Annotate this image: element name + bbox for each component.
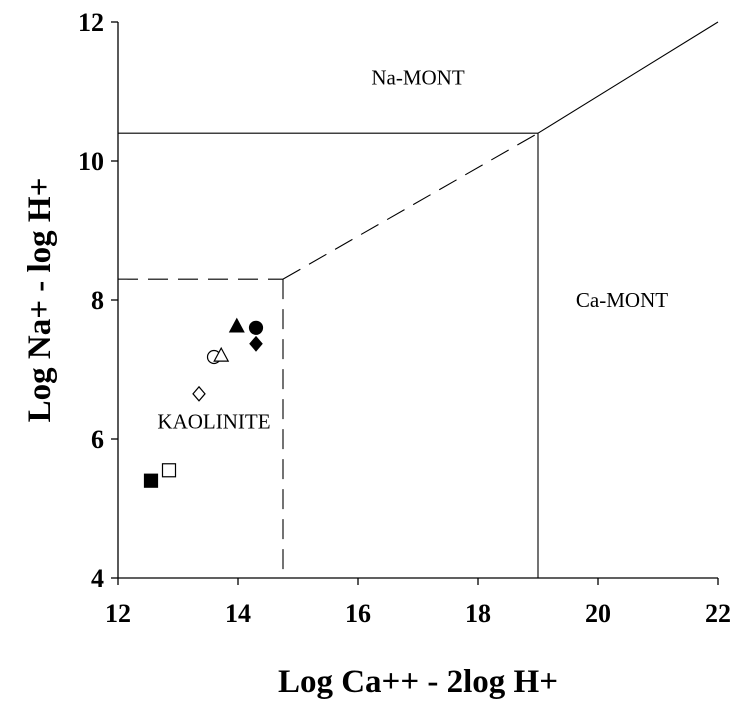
x-tick-label: 16: [345, 599, 371, 628]
x-tick-label: 22: [705, 599, 731, 628]
open-square-marker: [161, 463, 177, 478]
filled-diamond-marker: [249, 335, 263, 352]
x-tick-label: 18: [465, 599, 491, 628]
y-tick-label: 12: [78, 8, 104, 37]
solid-boundary-line: [537, 21, 719, 134]
x-tick-label: 14: [225, 599, 251, 628]
filled-square-marker: [143, 473, 159, 488]
region-label: KAOLINITE: [157, 410, 270, 434]
y-tick-label: 8: [91, 286, 104, 315]
y-axis-title: Log Na+ - log H+: [22, 178, 58, 423]
y-tick-label: 4: [91, 564, 104, 593]
filled-circle-marker: [248, 320, 264, 335]
region-labels: Na-MONT Ca-MONT KAOLINITE: [157, 66, 668, 434]
x-axis-title: Log Ca++ - 2log H+: [278, 664, 558, 700]
region-label: Ca-MONT: [576, 288, 668, 312]
dashed-boundary-line: [282, 132, 539, 280]
region-label: Na-MONT: [371, 66, 464, 90]
axis-ticks: 12 14 16 18 20 22 4 6 8 10 12: [78, 8, 731, 628]
x-tick-label: 20: [585, 599, 611, 628]
x-tick-label: 12: [105, 599, 131, 628]
open-triangle-marker: [213, 346, 230, 362]
y-tick-label: 10: [78, 147, 104, 176]
boundary-lines: [118, 21, 719, 578]
filled-triangle-marker: [228, 317, 245, 333]
data-points: [143, 317, 264, 488]
y-tick-label: 6: [91, 425, 104, 454]
open-diamond-marker: [192, 385, 206, 402]
